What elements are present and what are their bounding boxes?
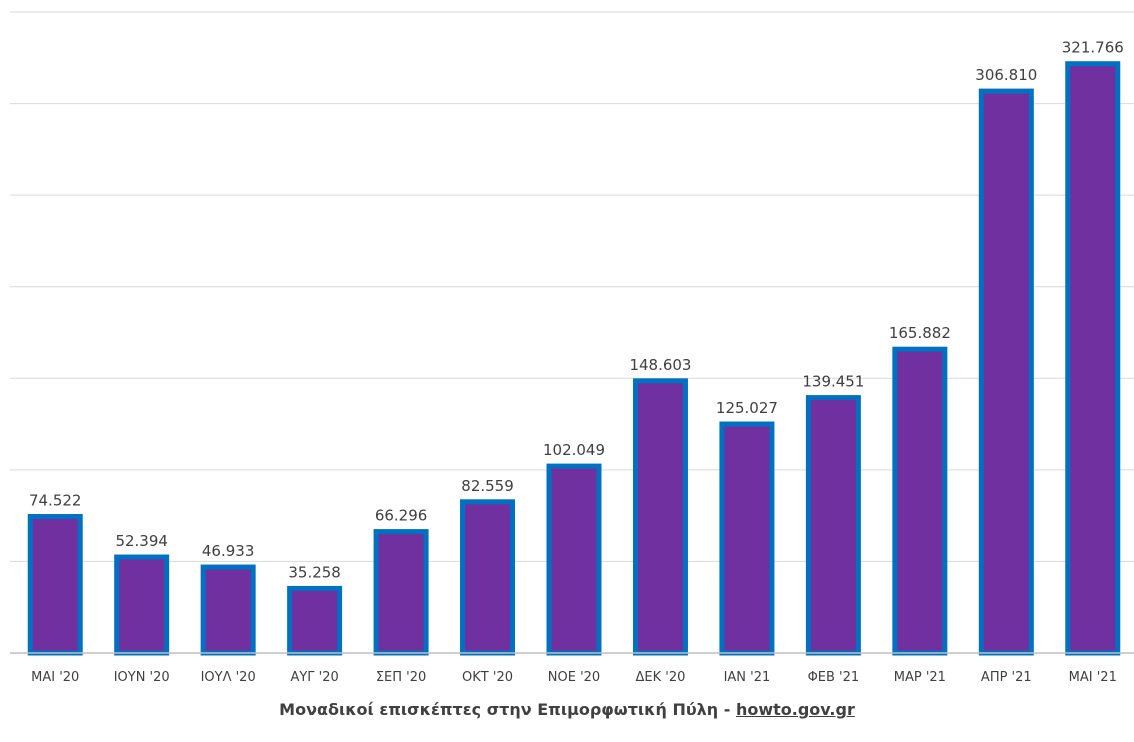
data-label: 306.810 — [975, 66, 1037, 84]
x-tick-label: ΜΑΙ '21 — [1069, 670, 1117, 685]
data-label: 102.049 — [543, 441, 605, 459]
bar — [373, 529, 429, 656]
data-label: 321.766 — [1062, 39, 1124, 57]
x-tick-label: ΔΕΚ '20 — [636, 670, 686, 685]
x-tick-label: ΝΟΕ '20 — [548, 670, 600, 685]
data-label: 46.933 — [202, 542, 255, 560]
bar — [1065, 61, 1121, 656]
x-tick-label: ΑΠΡ '21 — [981, 670, 1032, 685]
data-label: 165.882 — [889, 324, 951, 342]
data-label: 35.258 — [288, 563, 341, 581]
x-tick-label: ΙΟΥΝ '20 — [114, 670, 170, 685]
x-tick-label: ΜΑΙ '20 — [31, 670, 79, 685]
bar-chart: 74.522 52.394 46.933 35.258 66.296 82.559 102.… — [10, 11, 1134, 685]
bar — [805, 395, 861, 656]
chart-caption: Μοναδικοί επισκέπτες στην Επιμορφωτική Π… — [0, 700, 1134, 719]
x-tick-label: ΑΥΓ '20 — [290, 670, 338, 685]
bar — [287, 585, 343, 656]
data-label: 52.394 — [115, 532, 168, 550]
data-label: 74.522 — [29, 492, 82, 510]
data-labels: 74.522 52.394 46.933 35.258 66.296 82.559 102.… — [29, 39, 1124, 582]
bar — [27, 514, 83, 656]
bar — [546, 463, 602, 656]
x-tick-label: ΙΟΥΛ '20 — [201, 670, 256, 685]
x-tick-label: ΟΚΤ '20 — [462, 670, 513, 685]
bar — [978, 88, 1034, 656]
x-tick-labels: ΜΑΙ '20 ΙΟΥΝ '20 ΙΟΥΛ '20 ΑΥΓ '20 ΣΕΠ '20 ΟΚΤ… — [31, 670, 1117, 685]
bar — [114, 554, 170, 656]
caption-link[interactable]: howto.gov.gr — [735, 700, 855, 719]
data-label: 148.603 — [629, 356, 691, 374]
bar — [460, 499, 516, 656]
x-tick-label: ΙΑΝ '21 — [724, 670, 771, 685]
x-tick-label: ΜΑΡ '21 — [894, 670, 946, 685]
bar — [892, 346, 948, 656]
data-label: 125.027 — [716, 399, 778, 417]
data-label: 82.559 — [461, 477, 514, 495]
bar — [632, 378, 688, 656]
x-tick-label: ΣΕΠ '20 — [376, 670, 426, 685]
gridlines — [10, 11, 1134, 562]
bar — [719, 421, 775, 656]
bars — [27, 61, 1121, 656]
bar — [200, 564, 256, 656]
x-tick-label: ΦΕΒ '21 — [808, 670, 860, 685]
data-label: 66.296 — [375, 507, 428, 525]
data-label: 139.451 — [802, 373, 864, 391]
caption-text: Μοναδικοί επισκέπτες στην Επιμορφωτική Π… — [279, 700, 736, 719]
